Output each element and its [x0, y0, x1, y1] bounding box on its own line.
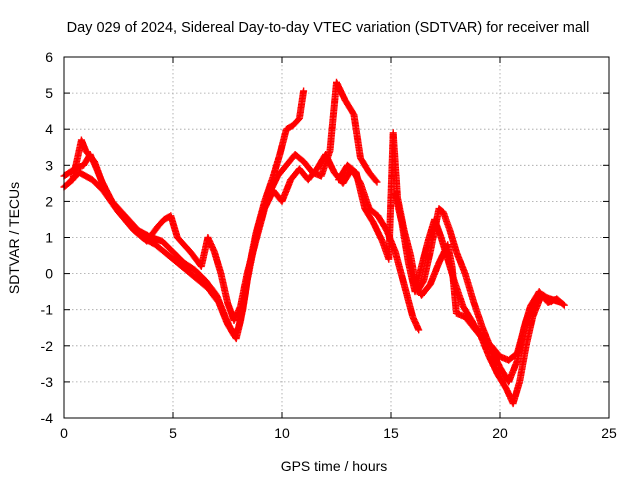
y-tick-label: 0: [45, 266, 53, 282]
x-axis-label: GPS time / hours: [281, 458, 388, 474]
series-trace-b: [60, 78, 381, 339]
y-tick-label: 4: [45, 121, 53, 137]
data-point-segment: [115, 208, 137, 233]
data-point-segment: [391, 190, 406, 225]
y-tick-label: 3: [45, 157, 53, 173]
x-tick-label: 25: [601, 425, 617, 441]
x-tick-label: 0: [60, 425, 68, 441]
y-tick-label: 6: [45, 49, 53, 65]
x-tick-label: 5: [169, 425, 177, 441]
data-point-segment: [295, 87, 308, 122]
y-tick-label: -3: [41, 374, 54, 390]
data-point-segment: [350, 111, 364, 160]
tick-layer: 0 5 10 15 20 25 -4 -3 -2 -1 0 1 2 3 4 5 6: [41, 49, 617, 441]
y-tick-label: -2: [41, 338, 54, 354]
y-tick-label: 1: [45, 230, 53, 246]
x-tick-label: 15: [383, 425, 399, 441]
data-point-segment: [409, 313, 423, 334]
y-tick-label: -1: [41, 302, 54, 318]
x-tick-label: 20: [492, 425, 508, 441]
data-point-segment: [210, 248, 224, 276]
x-tick-label: 10: [274, 425, 290, 441]
data-layer: [60, 78, 568, 408]
chart-title: Day 029 of 2024, Sidereal Day-to-day VTE…: [67, 20, 590, 36]
y-tick-label: 2: [45, 193, 53, 209]
y-axis-label: SDTVAR / TECUs: [6, 182, 22, 294]
series-trace-c: [64, 151, 423, 334]
y-tick-label: 5: [45, 85, 53, 101]
grid-layer: [64, 57, 609, 418]
y-tick-label: -4: [41, 410, 54, 426]
series-trace-f: [409, 241, 555, 364]
series-trace-a: [60, 87, 308, 343]
